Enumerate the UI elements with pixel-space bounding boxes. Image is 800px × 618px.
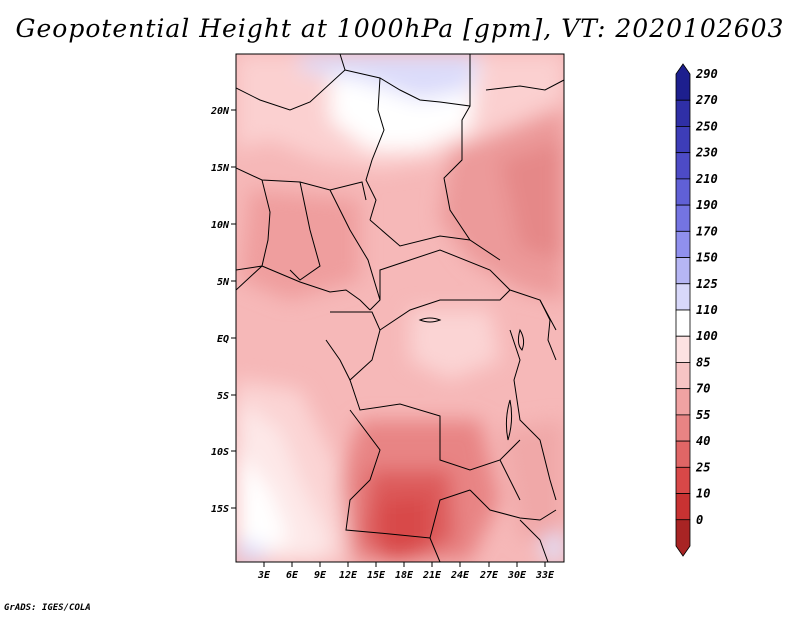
lon-label: 30E xyxy=(507,570,527,581)
colorbar-segment xyxy=(675,178,691,206)
country-borders xyxy=(236,54,564,562)
colorbar-segment xyxy=(675,519,691,557)
colorbar-segment xyxy=(675,493,691,521)
colorbar-segment xyxy=(675,335,691,363)
lon-label: 27E xyxy=(479,570,499,581)
lat-label: 15N xyxy=(211,163,230,174)
colorbar-segment xyxy=(675,99,691,127)
lat-ticks xyxy=(231,109,236,509)
lon-label: 18E xyxy=(395,570,414,581)
colorbar-segment xyxy=(675,309,691,337)
colorbar-segment xyxy=(675,388,691,416)
colorbar-label: 25 xyxy=(695,460,710,474)
lon-label: 9E xyxy=(314,570,327,581)
colorbar-label: 230 xyxy=(695,146,718,160)
colorbar-segment xyxy=(675,152,691,180)
credit-label: GrADS: IGES/COLA xyxy=(4,603,91,613)
colorbar-segment xyxy=(675,63,691,101)
colorbar-label: 250 xyxy=(695,119,718,133)
lon-label: 15E xyxy=(367,570,386,581)
colorbar-segment xyxy=(675,230,691,258)
colorbar-segment xyxy=(675,440,691,468)
colorbar-labels: 2902702502302101901701501251101008570554… xyxy=(695,67,718,527)
colorbar-label: 70 xyxy=(696,382,710,396)
colorbar xyxy=(675,63,691,557)
lon-label: 24E xyxy=(450,570,470,581)
colorbar-label: 190 xyxy=(696,198,718,212)
lat-label: 10N xyxy=(211,220,230,231)
colorbar-label: 110 xyxy=(696,303,718,317)
colorbar-label: 55 xyxy=(696,408,710,422)
colorbar-segment xyxy=(675,362,691,390)
lon-label: 6E xyxy=(286,570,299,581)
map-title: Geopotential Height at 1000hPa [gpm], VT… xyxy=(15,14,785,43)
colorbar-label: 100 xyxy=(696,329,718,343)
colorbar-segment xyxy=(675,204,691,232)
colorbar-label: 290 xyxy=(695,67,718,81)
lat-label: 10S xyxy=(211,447,229,458)
lon-label: 12E xyxy=(339,570,358,581)
lon-label: 3E xyxy=(257,570,271,581)
height-field xyxy=(236,54,564,562)
lat-label: EQ xyxy=(217,334,229,345)
lat-label: 15S xyxy=(211,504,229,515)
colorbar-label: 210 xyxy=(695,172,718,186)
lat-label: 20N xyxy=(210,106,230,117)
lon-label: 21E xyxy=(422,570,442,581)
lon-label: 33E xyxy=(535,570,555,581)
colorbar-label: 0 xyxy=(696,513,703,527)
colorbar-segment xyxy=(675,126,691,154)
lat-label: 5N xyxy=(217,277,230,288)
colorbar-label: 125 xyxy=(696,277,718,291)
colorbar-segment xyxy=(675,257,691,285)
colorbar-segment xyxy=(675,414,691,442)
colorbar-label: 40 xyxy=(696,434,710,448)
colorbar-label: 170 xyxy=(696,224,718,238)
colorbar-label: 270 xyxy=(695,93,718,107)
colorbar-label: 10 xyxy=(696,487,710,501)
lon-ticks xyxy=(263,562,546,567)
lat-label: 5S xyxy=(217,391,229,402)
colorbar-segment xyxy=(675,466,691,494)
colorbar-label: 150 xyxy=(696,251,718,265)
colorbar-label: 85 xyxy=(696,355,710,369)
colorbar-segment xyxy=(675,283,691,311)
map-frame xyxy=(235,53,565,563)
